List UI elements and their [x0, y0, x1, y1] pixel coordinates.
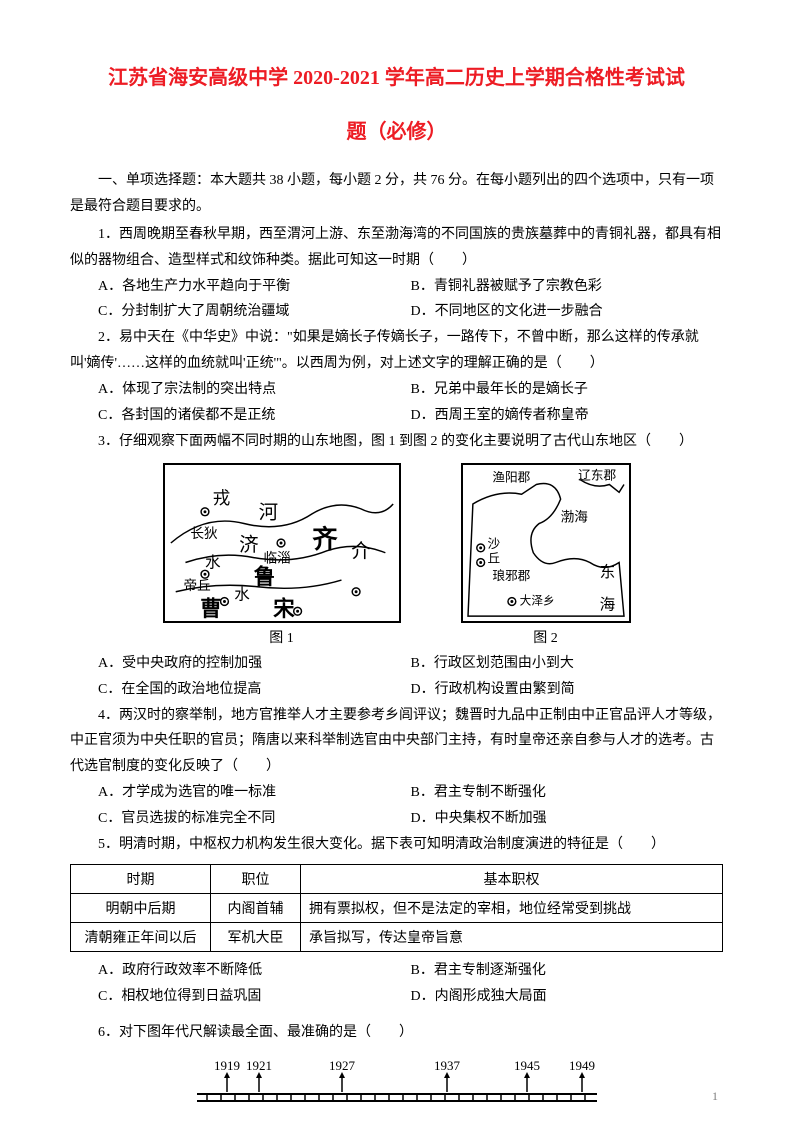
svg-text:辽东郡: 辽东郡	[578, 468, 616, 482]
svg-text:戎: 戎	[212, 488, 230, 508]
q5-stem: 5．明清时期，中枢权力机构发生很大变化。据下表可知明清政治制度演进的特征是（ ）	[70, 832, 723, 858]
q4-stem: 4．两汉时的察举制，地方官推举人才主要参考乡闾评议；魏晋时九品中正制由中正官品评…	[70, 703, 723, 781]
svg-text:河: 河	[258, 501, 278, 523]
q6-stem: 6．对下图年代尺解读最全面、最准确的是（ ）	[70, 1020, 723, 1046]
q5-th-1: 职位	[211, 864, 301, 893]
q2-opt-d: D．西周王室的嫡传者称皇帝	[411, 403, 724, 429]
q1-stem: 1．西周晚期至春秋早期，西至渭河上游、东至渤海湾的不同国族的贵族墓葬中的青铜礼器…	[70, 222, 723, 274]
q5-r0c0: 明朝中后期	[71, 893, 211, 922]
q5-th-2: 基本职权	[301, 864, 723, 893]
q4-opt-b: B．君主专制不断强化	[411, 780, 724, 806]
svg-text:渤海: 渤海	[560, 509, 588, 524]
svg-text:1949: 1949	[569, 1058, 595, 1073]
map1-caption: 图 1	[269, 627, 294, 647]
q5-table: 时期 职位 基本职权 明朝中后期 内阁首辅 拥有票拟权，但不是法定的宰相，地位经…	[70, 864, 723, 952]
q5-opt-d: D．内阁形成独大局面	[411, 984, 724, 1010]
exam-title-line2: 题（必修）	[70, 114, 723, 150]
svg-text:丘: 丘	[487, 551, 500, 565]
svg-text:长狄: 长狄	[190, 526, 218, 541]
svg-text:齐: 齐	[312, 525, 338, 554]
q3-opt-d: D．行政机构设置由繁到简	[411, 677, 724, 703]
svg-text:济: 济	[239, 534, 259, 556]
q5-r0c1: 内阁首辅	[211, 893, 301, 922]
map1-svg: 戎 河 长狄 济 临淄 齐 介 水 帝丘 鲁 水 曹 宋	[163, 463, 401, 623]
q5-opt-a: A．政府行政效率不断降低	[98, 958, 411, 984]
q2-stem: 2．易中天在《中华史》中说："如果是嫡长子传嫡长子，一路传下，不曾中断，那么这样…	[70, 325, 723, 377]
map2-caption: 图 2	[533, 627, 558, 647]
q1-opt-d: D．不同地区的文化进一步融合	[411, 299, 724, 325]
svg-text:水: 水	[204, 553, 220, 571]
exam-title-line1: 江苏省海安高级中学 2020-2021 学年高二历史上学期合格性考试试	[70, 60, 723, 96]
svg-text:介: 介	[351, 540, 371, 562]
q5-th-0: 时期	[71, 864, 211, 893]
q4-opt-d: D．中央集权不断加强	[411, 806, 724, 832]
q3-opt-b: B．行政区划范围由小到大	[411, 651, 724, 677]
svg-text:1927: 1927	[329, 1058, 356, 1073]
q1-opt-a: A．各地生产力水平趋向于平衡	[98, 274, 411, 300]
q5-r0c2: 拥有票拟权，但不是法定的宰相，地位经常受到挑战	[301, 893, 723, 922]
svg-text:1921: 1921	[246, 1058, 272, 1073]
timeline-container: 1919 1921 1927 1937 1945 1949	[70, 1056, 723, 1106]
q3-opt-a: A．受中央政府的控制加强	[98, 651, 411, 677]
q5-r1c1: 军机大臣	[211, 922, 301, 951]
svg-text:琅邪郡: 琅邪郡	[492, 569, 530, 583]
q1-opt-c: C．分封制扩大了周朝统治疆域	[98, 299, 411, 325]
map2-box: 渔阳郡 辽东郡 渤海 沙 丘 琅邪郡 东 大泽乡 海 图 2	[461, 463, 631, 647]
svg-text:沙: 沙	[487, 537, 500, 551]
svg-text:宋: 宋	[273, 596, 295, 621]
svg-text:1937: 1937	[434, 1058, 461, 1073]
svg-text:渔阳郡: 渔阳郡	[492, 470, 530, 484]
q3-opt-c: C．在全国的政治地位提高	[98, 677, 411, 703]
svg-text:大泽乡: 大泽乡	[519, 593, 554, 607]
q4-opt-c: C．官员选拔的标准完全不同	[98, 806, 411, 832]
q5-r1c0: 清朝雍正年间以后	[71, 922, 211, 951]
section-intro: 一、单项选择题：本大题共 38 小题，每小题 2 分，共 76 分。在每小题列出…	[70, 168, 723, 220]
q4-opt-a: A．才学成为选官的唯一标准	[98, 780, 411, 806]
q2-opt-b: B．兄弟中最年长的是嫡长子	[411, 377, 724, 403]
q5-opt-c: C．相权地位得到日益巩固	[98, 984, 411, 1010]
q2-opt-a: A．体现了宗法制的突出特点	[98, 377, 411, 403]
svg-text:东: 东	[599, 563, 615, 581]
map2-svg: 渔阳郡 辽东郡 渤海 沙 丘 琅邪郡 东 大泽乡 海	[461, 463, 631, 623]
q2-opt-c: C．各封国的诸侯都不是正统	[98, 403, 411, 429]
svg-text:帝丘: 帝丘	[183, 578, 210, 593]
svg-text:曹: 曹	[200, 596, 221, 621]
svg-text:1919: 1919	[214, 1058, 240, 1073]
q3-stem: 3．仔细观察下面两幅不同时期的山东地图，图 1 到图 2 的变化主要说明了古代山…	[70, 429, 723, 455]
q5-r1c2: 承旨拟写，传达皇帝旨意	[301, 922, 723, 951]
svg-text:水: 水	[234, 585, 250, 603]
maps-container: 戎 河 长狄 济 临淄 齐 介 水 帝丘 鲁 水 曹 宋 图 1 渔阳郡 辽东郡…	[70, 463, 723, 647]
page-number: 1	[712, 1089, 718, 1104]
map1-box: 戎 河 长狄 济 临淄 齐 介 水 帝丘 鲁 水 曹 宋 图 1	[163, 463, 401, 647]
timeline-svg: 1919 1921 1927 1937 1945 1949	[187, 1056, 607, 1106]
q5-opt-b: B．君主专制逐渐强化	[411, 958, 724, 984]
q1-opt-b: B．青铜礼器被赋予了宗教色彩	[411, 274, 724, 300]
svg-text:临淄: 临淄	[263, 550, 290, 565]
svg-text:鲁: 鲁	[252, 564, 274, 589]
svg-text:1945: 1945	[514, 1058, 540, 1073]
svg-text:海: 海	[599, 595, 615, 613]
